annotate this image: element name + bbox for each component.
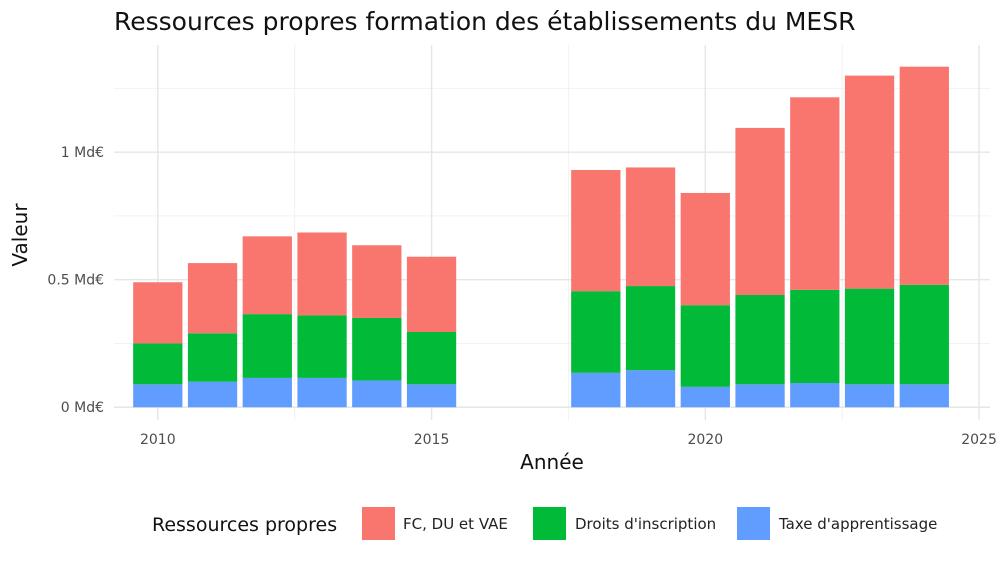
bar-segment-2019-2 bbox=[625, 167, 676, 287]
bar-segment-2024-1 bbox=[899, 284, 949, 385]
bar-segment-2013-2 bbox=[297, 232, 347, 316]
bar-segment-2012-2 bbox=[242, 236, 292, 315]
y-tick-labels: 0 Md€ 0.5 Md€ 1 Md€ bbox=[47, 145, 104, 416]
bar-segment-2011-1 bbox=[187, 333, 238, 382]
bar-segment-2022-1 bbox=[790, 289, 840, 384]
legend-label-2: Taxe d'apprentissage bbox=[778, 515, 937, 533]
bar-segment-2010-1 bbox=[133, 343, 183, 385]
bar-segment-2020-1 bbox=[680, 305, 730, 387]
bar-segment-2024-2 bbox=[899, 66, 949, 285]
legend-label-0: FC, DU et VAE bbox=[403, 515, 508, 533]
bar-segment-2014-1 bbox=[352, 317, 402, 381]
bar-segment-2015-0 bbox=[406, 384, 457, 408]
legend-key-2 bbox=[737, 507, 770, 540]
legend-key-0 bbox=[362, 507, 395, 540]
bar-segment-2018-2 bbox=[571, 170, 621, 292]
bar-segment-2023-1 bbox=[844, 288, 895, 385]
bar-segment-2020-0 bbox=[680, 386, 730, 408]
y-tick-label: 0.5 Md€ bbox=[47, 273, 104, 289]
bar-segment-2018-0 bbox=[571, 372, 621, 408]
legend-title: Ressources propres bbox=[152, 514, 337, 536]
bar-segment-2021-1 bbox=[735, 295, 785, 385]
y-axis-title: Valeur bbox=[8, 203, 32, 267]
bar-segment-2015-1 bbox=[406, 331, 457, 385]
bar-segment-2013-1 bbox=[297, 315, 347, 378]
bar-segment-2024-0 bbox=[899, 384, 949, 408]
chart-title: Ressources propres formation des établis… bbox=[114, 7, 855, 36]
bar-segment-2023-0 bbox=[844, 384, 895, 408]
legend-label-1: Droits d'inscription bbox=[575, 515, 716, 533]
bar-segment-2010-0 bbox=[133, 384, 183, 408]
bar-segment-2022-2 bbox=[790, 97, 840, 290]
bar-segment-2012-1 bbox=[242, 314, 292, 378]
bar-segment-2012-0 bbox=[242, 377, 292, 408]
bar-segment-2014-2 bbox=[352, 245, 402, 318]
bar-segment-2013-0 bbox=[297, 377, 347, 408]
bar-segment-2023-2 bbox=[844, 75, 895, 289]
y-tick-label: 0 Md€ bbox=[61, 400, 104, 416]
bar-segment-2021-0 bbox=[735, 384, 785, 408]
x-axis-title: Année bbox=[520, 450, 584, 474]
bar-segment-2018-1 bbox=[571, 291, 621, 373]
bars bbox=[133, 66, 949, 408]
x-tick-label: 2020 bbox=[687, 432, 723, 448]
bar-segment-2011-2 bbox=[187, 263, 238, 334]
legend: Ressources propres FC, DU et VAE Droits d… bbox=[152, 507, 937, 540]
legend-key-1 bbox=[533, 507, 566, 540]
x-tick-labels: 2010 2015 2020 2025 bbox=[140, 432, 997, 448]
bar-segment-2014-0 bbox=[352, 380, 402, 408]
x-tick-label: 2025 bbox=[961, 432, 997, 448]
bar-segment-2019-0 bbox=[625, 370, 676, 408]
x-tick-label: 2015 bbox=[414, 432, 450, 448]
y-tick-label: 1 Md€ bbox=[61, 145, 104, 161]
bar-segment-2021-2 bbox=[735, 127, 785, 295]
bar-segment-2015-2 bbox=[406, 256, 457, 332]
x-tick-label: 2010 bbox=[140, 432, 176, 448]
bar-segment-2022-0 bbox=[790, 383, 840, 408]
bar-segment-2020-2 bbox=[680, 192, 730, 306]
bar-segment-2010-2 bbox=[133, 282, 183, 344]
bar-segment-2019-1 bbox=[625, 286, 676, 371]
bar-segment-2011-0 bbox=[187, 381, 238, 408]
